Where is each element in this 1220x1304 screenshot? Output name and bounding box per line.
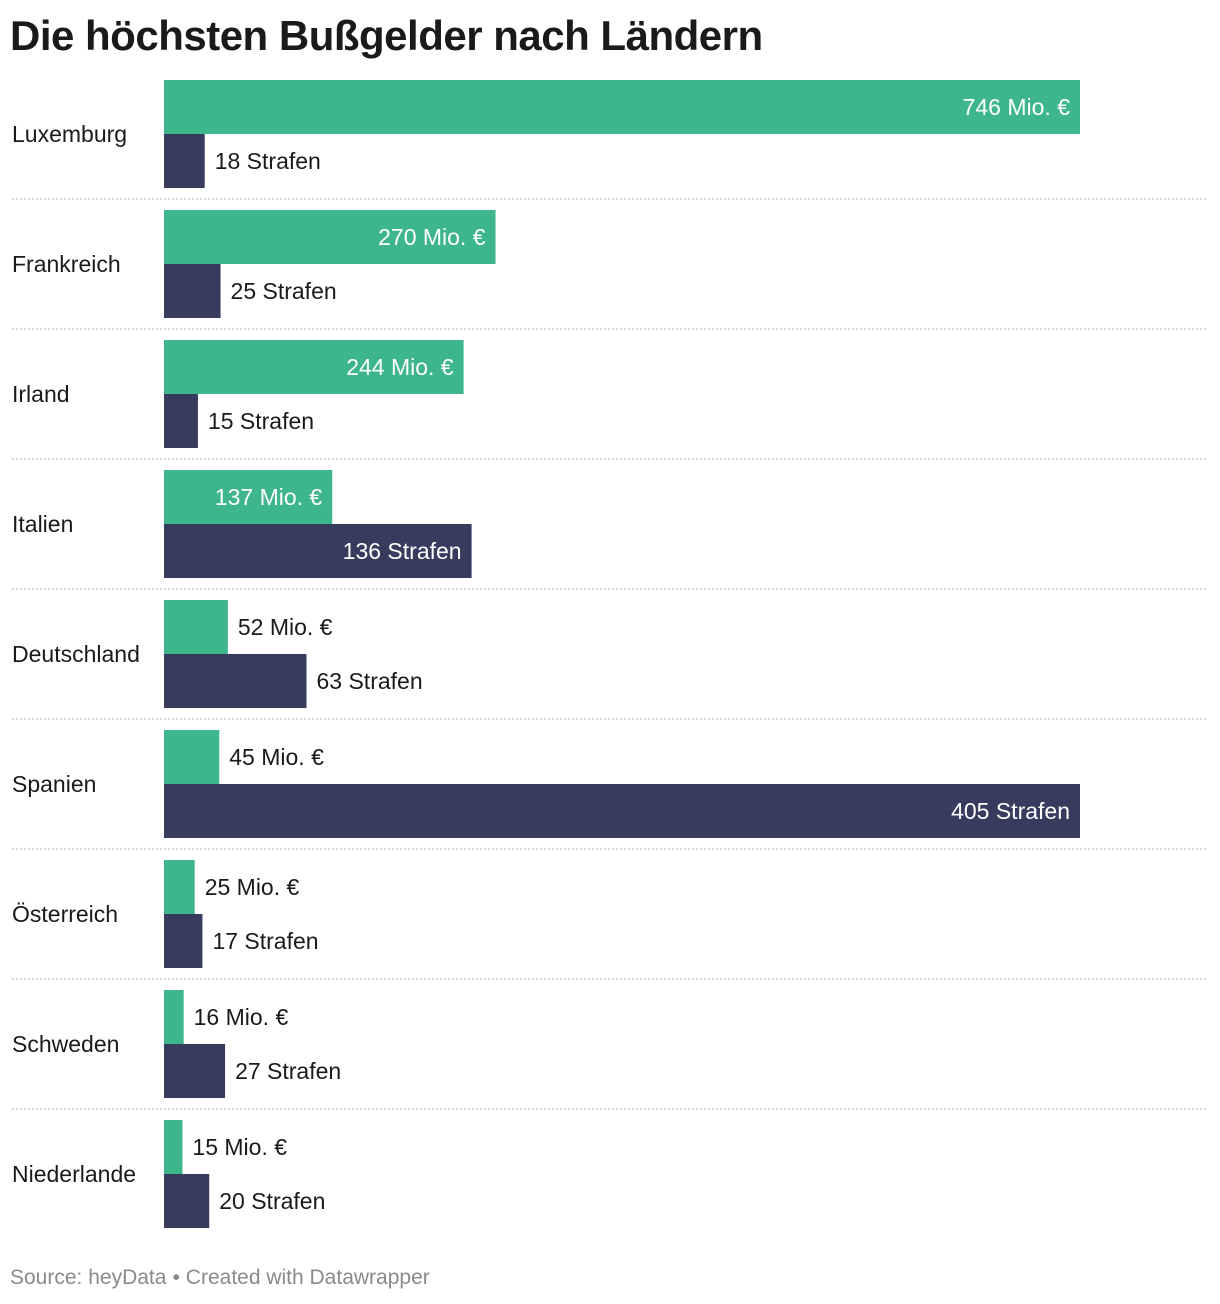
count-value-label: 136 Strafen — [343, 538, 462, 564]
count-bar — [164, 264, 221, 318]
fines-value-label: 746 Mio. € — [963, 94, 1071, 120]
fines-value-label: 15 Mio. € — [192, 1134, 287, 1160]
count-bar — [164, 134, 205, 188]
fines-value-label: 16 Mio. € — [194, 1004, 289, 1030]
category-label: Irland — [12, 381, 70, 407]
count-bar — [164, 914, 203, 968]
fines-bar — [164, 210, 496, 264]
fines-value-label: 52 Mio. € — [238, 614, 333, 640]
count-value-label: 20 Strafen — [219, 1188, 325, 1214]
fines-bar — [164, 730, 220, 784]
category-label: Frankreich — [12, 251, 121, 277]
fines-value-label: 270 Mio. € — [378, 224, 486, 250]
category-label: Deutschland — [12, 641, 140, 667]
count-bar — [164, 654, 307, 708]
fines-value-label: 244 Mio. € — [346, 354, 454, 380]
footer-separator: • — [172, 1266, 180, 1289]
credit-label: Created with Datawrapper — [185, 1266, 430, 1289]
count-value-label: 18 Strafen — [215, 148, 321, 174]
fines-bar — [164, 860, 195, 914]
fines-value-label: 137 Mio. € — [215, 484, 323, 510]
count-value-label: 17 Strafen — [212, 928, 318, 954]
category-label: Spanien — [12, 771, 96, 797]
count-bar — [164, 1044, 226, 1098]
count-value-label: 25 Strafen — [231, 278, 337, 304]
category-label: Österreich — [12, 901, 118, 927]
fines-bar — [164, 80, 1080, 134]
count-bar — [164, 524, 472, 578]
chart-title: Die höchsten Bußgelder nach Ländern — [10, 12, 763, 59]
fines-bar — [164, 340, 464, 394]
fines-value-label: 25 Mio. € — [205, 874, 300, 900]
category-label: Luxemburg — [12, 121, 127, 147]
fines-bar — [164, 990, 184, 1044]
count-value-label: 63 Strafen — [316, 668, 422, 694]
fines-value-label: 45 Mio. € — [229, 744, 324, 770]
count-bar — [164, 394, 198, 448]
category-label: Niederlande — [12, 1161, 136, 1187]
fines-bar — [164, 600, 228, 654]
count-bar — [164, 784, 1080, 838]
footer: Source: heyData • Created with Datawrapper — [10, 1266, 430, 1290]
count-bar — [164, 1174, 210, 1228]
category-label: Italien — [12, 511, 73, 537]
fines-bar — [164, 1120, 183, 1174]
count-value-label: 15 Strafen — [208, 408, 314, 434]
fines-bar — [164, 470, 333, 524]
count-value-label: 405 Strafen — [951, 798, 1070, 824]
count-value-label: 27 Strafen — [235, 1058, 341, 1084]
category-label: Schweden — [12, 1031, 119, 1057]
source-label: Source: heyData — [10, 1266, 167, 1289]
